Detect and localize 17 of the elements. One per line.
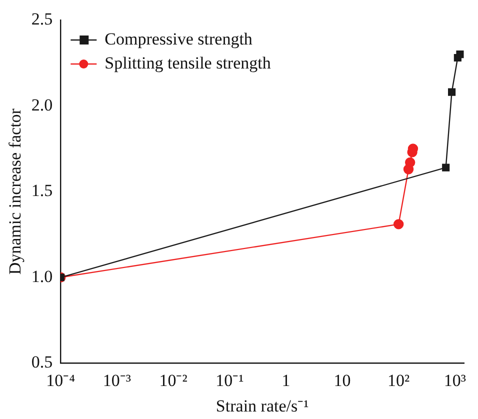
y-tick-label: 2.5 [31, 9, 53, 28]
legend-label: Splitting tensile strength [104, 53, 272, 72]
x-tick-label: 1 [282, 370, 290, 390]
x-tick-label: 10⁻¹ [216, 370, 244, 390]
y-tick-label: 2.0 [31, 95, 53, 114]
y-tick-label: 0.5 [31, 352, 53, 372]
x-axis-title: Strain rate/s⁻¹ [216, 396, 309, 416]
x-tick-label: 10² [388, 370, 410, 390]
x-tick-label: 10⁻² [159, 370, 188, 390]
x-tick-label: 10⁻⁴ [46, 370, 76, 390]
legend-label: Compressive strength [104, 29, 253, 48]
x-tick-label: 10⁻³ [102, 370, 132, 390]
x-tick-label: 10 [334, 370, 351, 390]
y-axis-title: Dynamic increase factor [6, 108, 25, 275]
y-tick-label: 1.0 [31, 266, 53, 286]
x-tick-label: 10³ [444, 370, 466, 390]
y-tick-label: 1.5 [31, 181, 53, 200]
